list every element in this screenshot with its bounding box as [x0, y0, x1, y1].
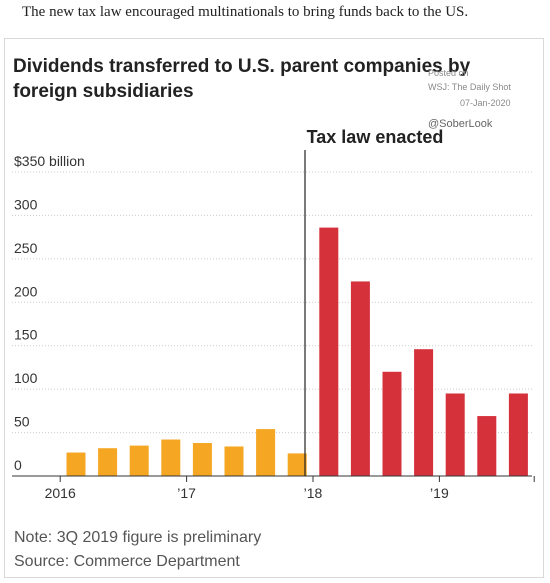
y-tick-label: 150	[14, 327, 38, 343]
bar	[66, 452, 86, 476]
bar	[98, 448, 118, 476]
watermark-date: 07-Jan-2020	[460, 98, 511, 108]
bar	[319, 227, 339, 476]
bar	[382, 371, 402, 476]
x-tick-label: 2016	[45, 485, 76, 501]
x-tick-label: ’18	[304, 485, 323, 501]
watermark-source: WSJ: The Daily Shot	[428, 82, 511, 92]
x-tick-label: ’17	[177, 485, 196, 501]
bar	[445, 393, 465, 476]
bar	[224, 446, 244, 476]
bar	[256, 429, 276, 476]
bar	[129, 445, 149, 476]
chart-caption: The new tax law encouraged multinational…	[22, 4, 469, 20]
chart-note: Note: 3Q 2019 figure is preliminary	[14, 529, 262, 546]
y-tick-label: 300	[14, 196, 38, 212]
bar	[508, 393, 528, 476]
bar	[192, 442, 212, 476]
y-tick-label: 0	[14, 457, 22, 473]
y-tick-label: 250	[14, 240, 38, 256]
chart-source: Source: Commerce Department	[14, 553, 240, 570]
y-tick-label: $350 billion	[14, 153, 85, 169]
y-tick-label: 100	[14, 370, 38, 386]
event-label: Tax law enacted	[307, 127, 444, 147]
x-tick-label: ’19	[430, 485, 449, 501]
y-tick-label: 200	[14, 283, 38, 299]
watermark-handle: @SoberLook	[428, 118, 493, 130]
bar	[350, 281, 370, 476]
bar	[414, 349, 434, 476]
chart-card	[4, 38, 544, 578]
y-tick-label: 50	[14, 414, 30, 430]
watermark-posted-on: Posted on	[428, 68, 469, 78]
bar	[477, 416, 497, 476]
bar	[287, 453, 307, 476]
bar	[161, 439, 181, 476]
chart-title: Dividends transferred to U.S. parent com…	[13, 56, 471, 102]
